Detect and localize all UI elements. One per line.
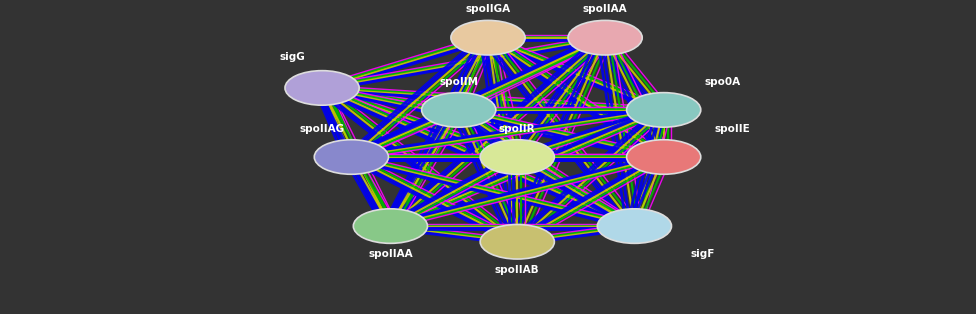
Ellipse shape xyxy=(568,20,642,55)
Text: spo0A: spo0A xyxy=(704,77,741,87)
Ellipse shape xyxy=(285,71,359,105)
Ellipse shape xyxy=(353,209,427,243)
Ellipse shape xyxy=(422,93,496,127)
Ellipse shape xyxy=(627,93,701,127)
Text: spoIIAG: spoIIAG xyxy=(300,124,345,134)
Text: spoIIR: spoIIR xyxy=(499,124,536,134)
Ellipse shape xyxy=(627,140,701,174)
Text: spoIIGA: spoIIGA xyxy=(466,4,510,14)
Ellipse shape xyxy=(480,140,554,174)
Text: sigG: sigG xyxy=(280,51,305,62)
Text: spoIIAB: spoIIAB xyxy=(495,265,540,275)
Ellipse shape xyxy=(480,225,554,259)
Text: sigF: sigF xyxy=(691,249,714,259)
Text: spoIIAA: spoIIAA xyxy=(368,249,413,259)
Text: spoIIM: spoIIM xyxy=(439,77,478,87)
Ellipse shape xyxy=(314,140,388,174)
Text: spoIIAA: spoIIAA xyxy=(583,4,628,14)
Ellipse shape xyxy=(451,20,525,55)
Ellipse shape xyxy=(597,209,671,243)
Text: spoIIE: spoIIE xyxy=(714,124,750,134)
